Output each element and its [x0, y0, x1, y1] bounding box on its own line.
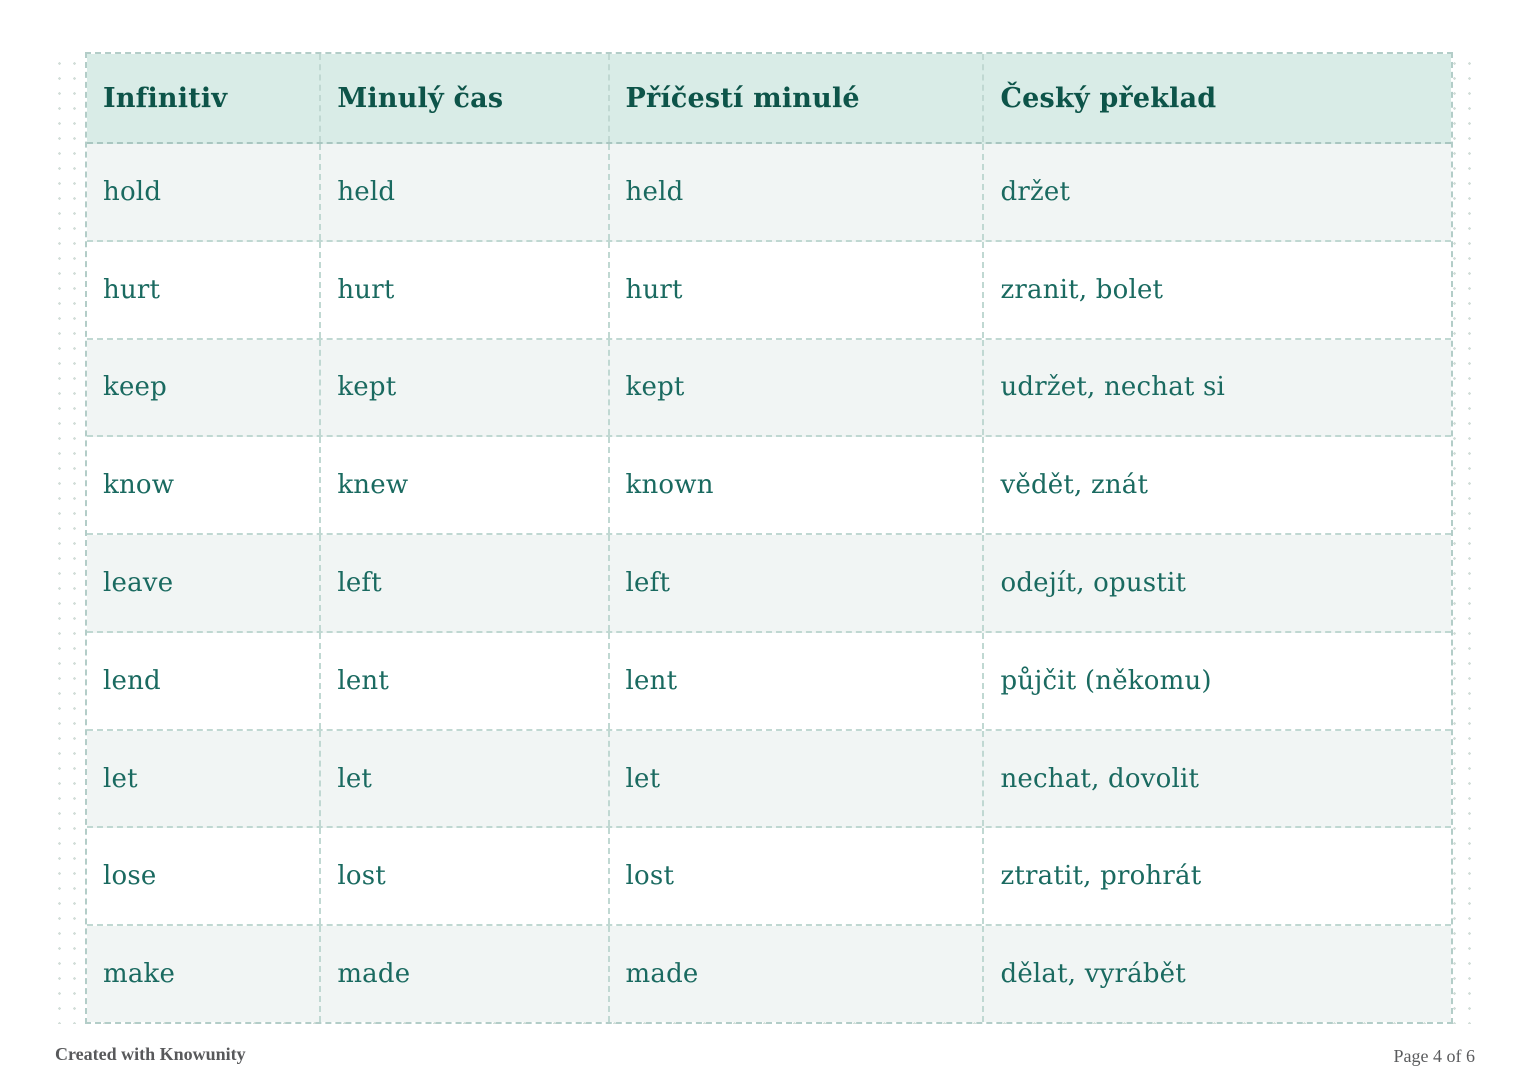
header-czech-translation: Český překlad: [1000, 82, 1217, 114]
created-with-knowunity-label: Created with Knowunity: [55, 1044, 246, 1064]
table-row: make made made dělat, vyrábět: [87, 926, 1451, 1023]
cell-past-tense: let: [321, 730, 610, 827]
table-row: lend lent lent půjčit (někomu): [87, 632, 1451, 731]
cell-past-tense: lent: [321, 632, 610, 729]
cell-infinitive: know: [87, 437, 322, 534]
cell-past-tense: left: [321, 535, 610, 631]
cell-czech-translation: zranit, bolet: [1000, 274, 1164, 305]
dotted-margin-background: Infinitiv Minulý čas Příčestí minulé Čes…: [48, 52, 1475, 1024]
header-past-participle: Příčestí minulé: [610, 54, 985, 142]
cell-infinitive: let: [87, 730, 322, 827]
cell-past-tense: made: [321, 926, 610, 1023]
cell-czech-translation: ztratit, prohrát: [1000, 861, 1202, 892]
cell-past-participle: hurt: [610, 241, 985, 338]
cell-infinitive: make: [87, 926, 322, 1023]
cell-past-tense: kept: [321, 339, 610, 436]
cell-past-participle: lost: [610, 828, 985, 925]
table-row: leave left left odejít, opustit: [87, 535, 1451, 633]
table-row: lose lost lost ztratit, prohrát: [87, 828, 1451, 927]
table-row: hurt hurt hurt zranit, bolet: [87, 241, 1451, 340]
cell-czech-translation: udržet, nechat si: [1000, 372, 1226, 403]
cell-past-tense: lost: [321, 828, 610, 925]
cell-past-participle: let: [610, 730, 985, 827]
cell-czech-translation: vědět, znát: [1000, 470, 1149, 501]
cell-past-participle: left: [610, 535, 985, 631]
cell-past-participle: kept: [610, 339, 985, 436]
cell-past-tense: hurt: [321, 241, 610, 338]
header-infinitive: Infinitiv: [87, 54, 322, 142]
cell-infinitive: lose: [87, 828, 322, 925]
cell-past-tense: knew: [321, 437, 610, 534]
cell-czech-translation: nechat, dovolit: [1000, 763, 1200, 794]
table-row: let let let nechat, dovolit: [87, 730, 1451, 829]
cell-infinitive: keep: [87, 339, 322, 436]
irregular-verbs-table: Infinitiv Minulý čas Příčestí minulé Čes…: [85, 52, 1453, 1024]
cell-czech-translation: držet: [1000, 176, 1071, 207]
cell-infinitive: lend: [87, 632, 322, 729]
cell-infinitive: hold: [87, 144, 322, 240]
cell-past-participle: lent: [610, 632, 985, 729]
cell-czech-translation: půjčit (někomu): [1000, 665, 1212, 696]
table-header-row: Infinitiv Minulý čas Příčestí minulé Čes…: [87, 54, 1451, 144]
header-past-tense: Minulý čas: [321, 54, 610, 142]
cell-czech-translation: odejít, opustit: [1000, 568, 1187, 599]
table-row: know knew known vědět, znát: [87, 437, 1451, 536]
page-number-label: Page 4 of 6: [1393, 1046, 1475, 1066]
cell-infinitive: leave: [87, 535, 322, 631]
cell-past-participle: held: [610, 144, 985, 240]
cell-past-tense: held: [321, 144, 610, 240]
cell-past-participle: made: [610, 926, 985, 1023]
cell-past-participle: known: [610, 437, 985, 534]
table-row: keep kept kept udržet, nechat si: [87, 339, 1451, 438]
cell-czech-translation: dělat, vyrábět: [1000, 959, 1186, 990]
table-row: hold held held držet: [87, 144, 1451, 242]
cell-infinitive: hurt: [87, 241, 322, 338]
